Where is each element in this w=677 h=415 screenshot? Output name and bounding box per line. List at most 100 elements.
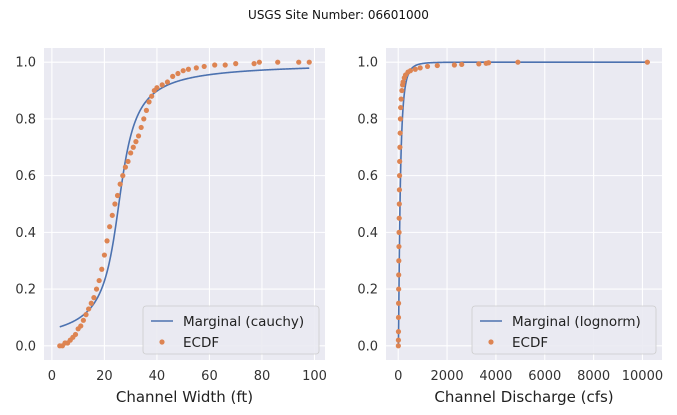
ecdf-point <box>128 150 134 156</box>
legend-point-marker <box>159 339 165 345</box>
ecdf-point <box>396 201 402 207</box>
ecdf-point <box>644 59 650 65</box>
y-tick-label: 0.8 <box>357 112 378 127</box>
ecdf-point <box>146 99 152 105</box>
ecdf-point <box>130 144 136 150</box>
ecdf-point <box>424 63 431 70</box>
ecdf-point <box>397 130 403 136</box>
ecdf-point <box>400 79 406 85</box>
x-tick-label: 0 <box>394 369 402 384</box>
ecdf-point <box>88 300 94 306</box>
series-line-marginal-cauchy- <box>59 67 310 328</box>
y-tick-label: 0.8 <box>15 112 36 127</box>
y-tick-label: 0.2 <box>15 283 36 298</box>
ecdf-point <box>164 79 171 85</box>
legend: Marginal (cauchy) ECDF <box>142 305 320 355</box>
ecdf-point <box>193 65 199 71</box>
ecdf-point <box>154 85 160 91</box>
legend-box <box>471 305 657 355</box>
ecdf-point <box>256 59 262 65</box>
x-tick-label: 2000 <box>431 369 464 384</box>
ecdf-point <box>78 323 84 329</box>
ecdf-point <box>114 192 121 199</box>
ecdf-point <box>83 312 89 318</box>
ecdf-point <box>485 60 492 66</box>
x-tick-label: 8000 <box>577 369 610 384</box>
ecdf-point <box>296 59 302 65</box>
ecdf-point <box>417 65 423 71</box>
x-tick-label: 80 <box>254 369 271 384</box>
legend: Marginal (lognorm) ECDF <box>471 305 657 355</box>
ecdf-point <box>120 173 126 179</box>
ecdf-point <box>396 258 402 264</box>
chart-panel-1: 0 20 40 60 80 100 0.0 0.2 0.4 0.6 0.8 1.0 Channel Wi… <box>15 48 327 406</box>
ecdf-point <box>80 317 86 323</box>
ecdf-point <box>396 173 403 179</box>
y-tick-label: 0.6 <box>15 169 36 184</box>
ecdf-point <box>117 181 123 187</box>
ecdf-point <box>275 59 281 65</box>
x-tick-label: 4000 <box>479 369 512 384</box>
ecdf-point <box>138 124 144 131</box>
ecdf-point <box>180 68 186 74</box>
x-tick-label: 6000 <box>528 369 561 384</box>
ecdf-point <box>212 62 218 68</box>
ecdf-point <box>398 96 404 102</box>
x-tick-label: 10000 <box>622 369 663 384</box>
ecdf-point <box>135 133 142 139</box>
ecdf-point <box>104 238 110 244</box>
ecdf-point <box>72 331 79 338</box>
x-tick-label: 0 <box>48 369 56 384</box>
ecdf-point <box>133 139 139 145</box>
ecdf-point <box>185 66 192 72</box>
x-tick-label: 100 <box>302 369 327 384</box>
y-tick-label: 0.0 <box>357 339 378 354</box>
ecdf-point <box>91 295 97 301</box>
ecdf-point <box>159 82 165 88</box>
ecdf-point <box>459 61 465 68</box>
ecdf-point <box>396 286 402 292</box>
y-tick-label: 0.4 <box>15 226 36 241</box>
ecdf-point <box>395 314 402 321</box>
ecdf-point <box>399 87 405 94</box>
x-axis-label: Channel Width (ft) <box>116 388 253 406</box>
ecdf-point <box>93 286 100 292</box>
ecdf-point <box>149 93 155 99</box>
y-tick-label: 0.0 <box>15 339 36 354</box>
ecdf-point <box>397 144 403 150</box>
y-tick-label: 0.2 <box>357 283 378 298</box>
legend-box <box>142 305 320 355</box>
ecdf-point <box>141 116 147 122</box>
ecdf-point <box>407 68 414 74</box>
ecdf-point <box>395 343 401 349</box>
ecdf-point <box>222 62 228 68</box>
y-tick-label: 0.4 <box>357 226 378 241</box>
ecdf-point <box>398 104 404 111</box>
y-tick-label: 0.6 <box>357 169 378 184</box>
ecdf-point <box>396 215 402 221</box>
x-tick-label: 20 <box>96 369 113 384</box>
ecdf-point <box>109 212 115 218</box>
ecdf-point <box>201 63 207 70</box>
ecdf-point <box>143 107 150 113</box>
legend-label: ECDF <box>183 335 219 351</box>
ecdf-point <box>251 61 257 67</box>
ecdf-point <box>101 252 108 258</box>
ecdf-point <box>395 329 402 335</box>
ecdf-point <box>86 306 92 312</box>
ecdf-point <box>397 158 403 165</box>
ecdf-point <box>396 243 402 250</box>
ecdf-point <box>122 164 129 170</box>
ecdf-point <box>395 300 402 306</box>
ecdf-point <box>451 62 457 68</box>
ecdf-point <box>233 61 239 67</box>
ecdf-point <box>434 62 440 69</box>
ecdf-point <box>396 229 402 235</box>
ecdf-point <box>412 66 418 72</box>
ecdf-point <box>112 201 118 207</box>
ecdf-point <box>396 187 403 193</box>
ecdf-point <box>175 70 181 77</box>
chart-panel-2: 0 2000 4000 6000 8000 10000 0.0 0.2 0.4 0.6 0.8 1.0… <box>357 48 663 406</box>
legend-point-marker <box>488 339 494 345</box>
